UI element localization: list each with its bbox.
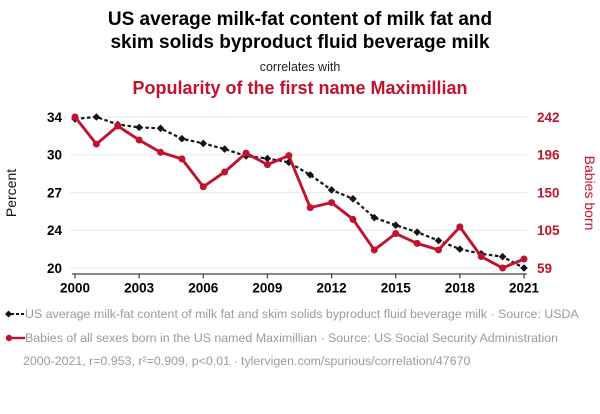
x-tick-label: 2006 [188,281,219,296]
maximillian-data-marker [263,161,271,169]
milk-fat-series-line [74,115,525,269]
title-line-1: US average milk-fat content of milk fat … [107,9,493,30]
x-tick-label: 2018 [445,281,476,296]
chart-subtitle: Popularity of the first name Maximillian [132,78,468,98]
milk-fat-data-marker [391,221,400,230]
maximillian-data-marker [92,140,100,148]
maximillian-data-marker [135,136,143,144]
left-axis-title: Percent [3,169,19,217]
maximillian-data-marker [221,168,229,176]
correlation-chart-svg: 2000 2003 2006 2009 2012 2015 2018 2021 34 30 27 24… [3,110,598,296]
y-tick-label-left: 24 [47,223,63,238]
y-tick-label-right: 105 [537,223,560,238]
chart-header: US average milk-fat content of milk fat … [0,0,600,99]
maximillian-data-marker [349,215,357,223]
milk-fat-data-marker [178,134,186,143]
maximillian-data-marker [370,246,378,254]
y-tick-label-right: 150 [537,185,560,200]
x-tick-label: 2009 [252,281,282,296]
maximillian-data-marker [434,246,442,254]
maximillian-data-marker [328,199,336,207]
milk-fat-data-marker [434,236,443,245]
milk-fat-data-marker [199,139,208,148]
milk-fat-data-marker [327,186,336,194]
milk-fat-data-marker [349,194,357,203]
solid-line-circle-marker-icon [5,334,25,342]
footer-stats: 2000-2021, r=0.953, r²=0.909, p<0.01 · t… [23,354,471,369]
maximillian-data-marker [413,239,421,247]
x-tick-label: 2015 [381,281,412,296]
maximillian-data-marker [392,230,400,238]
chart-title: US average milk-fat content of milk fat … [0,8,600,54]
maximillian-data-marker [199,183,207,191]
maximillian-data-marker [242,149,250,157]
maximillian-data-marker [520,255,528,263]
legend-entry-milk-fat: US average milk-fat content of milk fat … [5,306,600,322]
milk-fat-data-marker [413,228,421,236]
maximillian-data-marker [477,253,485,261]
maximillian-data-marker [71,113,79,121]
dashed-line-diamond-marker-icon [5,310,25,318]
milk-fat-data-marker [135,123,143,132]
maximillian-data-marker [114,122,122,130]
correlates-with-text: correlates with [259,60,341,74]
x-tick-label: 2021 [509,281,540,296]
y-tick-label-left: 30 [47,148,62,163]
x-tick-label: 2012 [317,281,347,296]
maximillian-series-line [73,116,525,270]
legend-entry-maximillian: Babies of all sexes born in the US named… [5,330,600,346]
y-tick-label-left: 20 [47,261,62,276]
milk-fat-data-marker [306,171,314,179]
maximillian-data-marker [456,223,464,231]
maximillian-data-marker [306,204,314,212]
milk-fat-data-marker [498,252,507,261]
y-tick-label-left: 27 [47,185,62,200]
title-line-2: skim solids byproduct fluid beverage mil… [110,32,490,53]
milk-fat-data-marker [520,264,528,272]
y-tick-label-right: 59 [537,261,552,276]
y-tick-label-right: 242 [537,110,560,125]
right-axis-title: Babies born [582,156,598,231]
milk-fat-data-marker [92,113,101,121]
legend-label-maximillian: Babies of all sexes born in the US named… [25,331,559,346]
x-tick-label: 2000 [60,281,90,296]
y-tick-label-right: 196 [537,148,560,163]
legend-label-milk-fat: US average milk-fat content of milk fat … [25,307,579,321]
milk-fat-data-marker [156,124,165,133]
milk-fat-data-marker [220,145,229,153]
correlation-chart: 2000 2003 2006 2009 2012 2015 2018 2021 34 30 27 24… [0,102,600,302]
legend: US average milk-fat content of milk fat … [0,306,600,346]
maximillian-data-marker [285,152,293,160]
x-tick-label: 2003 [124,281,155,296]
milk-fat-data-marker [456,245,464,253]
maximillian-data-marker [499,264,507,272]
y-tick-label-left: 34 [47,110,63,125]
maximillian-data-marker [157,148,165,156]
maximillian-data-marker [178,155,186,163]
